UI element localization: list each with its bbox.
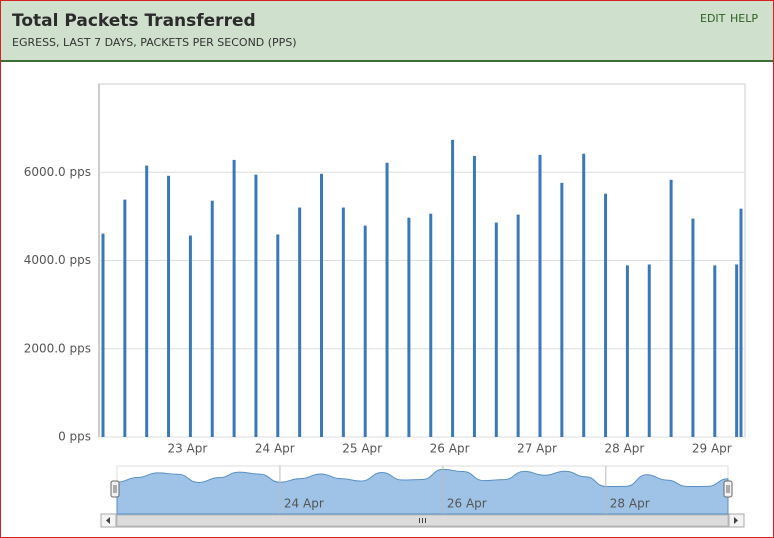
bar <box>145 165 149 437</box>
bar <box>713 265 717 437</box>
widget-subtitle: EGRESS, LAST 7 DAYS, PACKETS PER SECOND … <box>12 36 297 49</box>
bar <box>210 200 214 437</box>
bar <box>341 207 345 437</box>
bar <box>407 217 411 437</box>
bar <box>101 233 105 437</box>
x-tick-label: 28 Apr <box>604 442 644 456</box>
bar <box>582 153 586 437</box>
bar <box>363 225 367 437</box>
x-tick-label: 29 Apr <box>692 442 732 456</box>
bar <box>472 155 476 437</box>
bar <box>123 199 127 437</box>
navigator-handle[interactable] <box>110 480 120 498</box>
y-tick-label: 6000.0 pps <box>24 165 91 179</box>
y-tick-label: 2000.0 pps <box>24 341 91 355</box>
bar <box>494 222 498 437</box>
navigator-label: 24 Apr <box>284 497 324 511</box>
bar <box>385 162 389 437</box>
x-tick-label: 26 Apr <box>430 442 470 456</box>
y-tick-label: 0 pps <box>58 430 91 444</box>
bar <box>625 265 629 437</box>
x-tick-label: 24 Apr <box>255 442 295 456</box>
scrollbar-grip <box>419 518 426 523</box>
bar <box>320 173 323 437</box>
bar <box>429 213 433 437</box>
navigator-label: 26 Apr <box>447 497 487 511</box>
bar <box>691 218 695 437</box>
navigator-label: 28 Apr <box>610 497 650 511</box>
bar <box>276 234 280 437</box>
bar <box>254 174 258 437</box>
bar <box>516 214 520 437</box>
bar <box>188 235 192 437</box>
widget-title: Total Packets Transferred <box>12 11 256 31</box>
bar <box>538 154 542 437</box>
bar <box>735 264 739 437</box>
bar <box>232 159 236 437</box>
navigator-handle[interactable] <box>723 480 733 498</box>
bar <box>298 207 302 437</box>
edit-link[interactable]: EDIT <box>700 12 726 25</box>
bar <box>167 175 171 437</box>
x-tick-label: 27 Apr <box>517 442 557 456</box>
scroll-left-arrow <box>106 517 110 524</box>
bar <box>604 193 608 437</box>
y-tick-label: 4000.0 pps <box>24 253 91 267</box>
x-tick-label: 23 Apr <box>167 442 207 456</box>
help-link[interactable]: HELP <box>730 12 758 25</box>
bar <box>669 179 673 437</box>
navigator-area <box>116 468 729 515</box>
x-tick-label: 25 Apr <box>342 442 382 456</box>
bar <box>560 182 564 437</box>
widget-header: Total Packets Transferred EGRESS, LAST 7… <box>1 1 773 62</box>
bar <box>647 264 651 437</box>
scroll-right-arrow <box>734 517 738 524</box>
bar <box>451 139 455 438</box>
bar <box>739 208 743 437</box>
